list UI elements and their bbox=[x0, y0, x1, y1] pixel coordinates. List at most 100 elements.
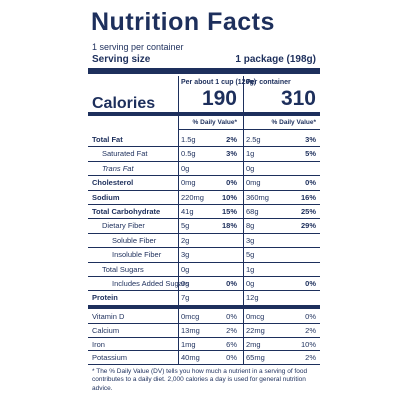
column-rule bbox=[178, 76, 179, 364]
title: Nutrition Facts bbox=[91, 8, 275, 36]
rule bbox=[178, 129, 320, 130]
row-label: Potassium bbox=[92, 353, 128, 363]
amount: 40mg bbox=[181, 353, 200, 363]
amount: 1mg bbox=[181, 339, 196, 349]
amount: 41g bbox=[181, 207, 194, 216]
amount: 0g bbox=[246, 279, 255, 288]
dv-heading: % Daily Value* bbox=[192, 119, 237, 126]
dv-heading: % Daily Value* bbox=[271, 119, 316, 126]
amount: 0g bbox=[181, 264, 190, 274]
daily-value: 2% bbox=[305, 353, 316, 363]
serving-size: 1 package (198g) bbox=[235, 54, 316, 65]
rule bbox=[88, 175, 320, 177]
amount: 65mg bbox=[246, 353, 265, 363]
daily-value: 5% bbox=[305, 149, 316, 159]
daily-value: 25% bbox=[300, 207, 316, 216]
amount: 2g bbox=[181, 235, 190, 245]
daily-value: 3% bbox=[226, 149, 237, 159]
amount: 68g bbox=[246, 207, 259, 216]
row-label: Iron bbox=[92, 339, 105, 349]
row-label: Calcium bbox=[92, 325, 120, 335]
amount: 1g bbox=[246, 264, 255, 274]
daily-value: 2% bbox=[226, 135, 237, 144]
amount: 2.5g bbox=[246, 135, 261, 144]
calories-value: 190 bbox=[201, 87, 237, 110]
amount: 2mg bbox=[246, 339, 261, 349]
amount: 12g bbox=[246, 293, 259, 303]
row-label: Total Carbohydrate bbox=[92, 207, 161, 216]
column-rule bbox=[243, 76, 244, 364]
rule bbox=[88, 261, 320, 263]
daily-value: 6% bbox=[226, 339, 237, 349]
amount: 13mg bbox=[181, 325, 200, 335]
amount: 0mcg bbox=[181, 312, 200, 321]
calories-value: 310 bbox=[280, 87, 316, 110]
row-label: Total Sugars bbox=[102, 264, 144, 274]
daily-value: 10% bbox=[300, 339, 316, 349]
row-label: Sodium bbox=[92, 192, 120, 202]
thick-rule bbox=[88, 112, 320, 116]
amount: 0.5g bbox=[181, 149, 196, 159]
daily-value: 0% bbox=[226, 353, 237, 363]
serving-size-label: Serving size bbox=[92, 54, 151, 65]
amount: 5g bbox=[181, 221, 190, 231]
amount: 0mg bbox=[246, 178, 261, 188]
amount: 360mg bbox=[246, 192, 269, 202]
amount: 0g bbox=[246, 163, 255, 173]
daily-value: 0% bbox=[305, 312, 316, 321]
amount: 22mg bbox=[246, 325, 265, 335]
nutrition-label: Nutrition Facts 1 serving per container … bbox=[88, 6, 320, 394]
rule bbox=[88, 204, 320, 205]
daily-value: 0% bbox=[226, 312, 237, 321]
row-label: Total Fat bbox=[92, 135, 123, 144]
daily-value: 3% bbox=[305, 135, 316, 144]
rule bbox=[88, 232, 320, 234]
servings: 1 serving per container bbox=[92, 42, 184, 52]
rule bbox=[88, 218, 320, 220]
daily-value: 18% bbox=[221, 221, 237, 231]
daily-value: 2% bbox=[305, 325, 316, 335]
row-label: Saturated Fat bbox=[102, 149, 148, 159]
amount: 5g bbox=[246, 250, 255, 260]
thick-rule bbox=[88, 68, 320, 74]
daily-value: 2% bbox=[226, 325, 237, 335]
daily-value: 10% bbox=[221, 192, 237, 202]
daily-value: 0% bbox=[226, 178, 237, 188]
rule bbox=[88, 160, 320, 162]
amount: 1.5g bbox=[181, 135, 196, 144]
daily-value: 16% bbox=[300, 192, 316, 202]
rule bbox=[88, 336, 320, 338]
amount: 0g bbox=[181, 163, 190, 173]
rule bbox=[88, 350, 320, 352]
daily-value: 0% bbox=[305, 178, 316, 188]
amount: 0mcg bbox=[246, 312, 265, 321]
daily-value: 0% bbox=[226, 279, 237, 288]
rule bbox=[88, 189, 320, 191]
daily-value: 0% bbox=[305, 279, 316, 288]
calories-label: Calories bbox=[92, 95, 156, 112]
rule bbox=[88, 290, 320, 292]
amount: 8g bbox=[246, 221, 255, 231]
daily-value: 15% bbox=[221, 207, 237, 216]
thick-rule bbox=[88, 305, 320, 309]
amount: 0mg bbox=[181, 178, 196, 188]
row-label: Dietary Fiber bbox=[102, 221, 145, 231]
footnote: * The % Daily Value (DV) tells you how m… bbox=[92, 368, 308, 392]
row-label: Protein bbox=[92, 293, 118, 303]
amount: 3g bbox=[246, 235, 255, 245]
column-heading: Per container bbox=[246, 79, 291, 86]
column-heading: Per about 1 cup (120g) bbox=[181, 79, 257, 86]
row-label: Soluble Fiber bbox=[112, 235, 157, 245]
rule bbox=[88, 247, 320, 249]
amount: 1g bbox=[246, 149, 255, 159]
row-label: Vitamin D bbox=[92, 312, 125, 321]
amount: 220mg bbox=[181, 192, 204, 202]
row-label: Insoluble Fiber bbox=[112, 250, 162, 260]
amount: 0g bbox=[181, 279, 190, 288]
row-label: Trans Fat bbox=[102, 163, 134, 173]
rule bbox=[88, 322, 320, 324]
amount: 7g bbox=[181, 293, 190, 303]
rule bbox=[88, 276, 320, 277]
rule bbox=[88, 146, 320, 148]
rule bbox=[88, 364, 320, 365]
